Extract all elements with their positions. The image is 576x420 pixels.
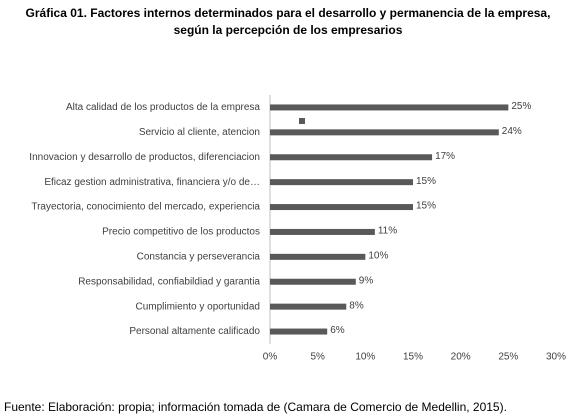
bar xyxy=(270,204,413,211)
y-tick-label: Eficaz gestion administrativa, financier… xyxy=(44,177,260,188)
value-label: 24% xyxy=(502,126,522,137)
value-label: 15% xyxy=(416,201,436,212)
y-tick-label: Precio competitivo de los productos xyxy=(102,227,260,238)
x-tick-label: 0% xyxy=(263,352,278,363)
x-tick-label: 5% xyxy=(310,352,325,363)
value-label: 11% xyxy=(378,226,397,237)
chart-title: Gráfica 01. Factores internos determinad… xyxy=(26,6,551,20)
x-tick-label: 20% xyxy=(451,352,471,363)
chart-subtitle: según la percepción de los empresarios xyxy=(174,23,403,37)
bar xyxy=(270,104,509,111)
value-label: 9% xyxy=(359,275,374,286)
y-tick-label: Trayectoria, conocimiento del mercado, e… xyxy=(31,202,260,213)
value-label: 25% xyxy=(511,101,531,112)
bar xyxy=(270,228,375,235)
bar xyxy=(270,129,499,136)
y-tick-label: Servicio al cliente, atencion xyxy=(139,127,260,138)
footer: Fuente: Elaboración: propia; información… xyxy=(4,400,507,414)
value-label: 10% xyxy=(368,250,388,261)
value-label: 15% xyxy=(416,176,436,187)
y-tick-label: Innovacion y desarrollo de productos, di… xyxy=(29,152,260,163)
bar xyxy=(270,303,347,310)
y-tick-label: Constancia y perseverancia xyxy=(137,251,261,262)
value-label: 6% xyxy=(330,325,345,336)
x-tick-label: 30% xyxy=(546,352,566,363)
y-tick-label: Alta calidad de los productos de la empr… xyxy=(66,102,260,113)
bar xyxy=(270,154,433,161)
bar xyxy=(270,328,328,335)
x-tick-label: 15% xyxy=(403,352,423,363)
value-label: 8% xyxy=(349,300,364,311)
x-tick-label: 25% xyxy=(498,352,518,363)
bar xyxy=(270,253,366,260)
y-tick-label: Cumplimiento y oportunidad xyxy=(135,301,260,312)
bar xyxy=(270,278,356,285)
bar xyxy=(270,179,413,186)
y-tick-label: Personal altamente calificado xyxy=(129,326,260,337)
y-tick-label: Responsabilidad, confiabildiad y garanti… xyxy=(78,276,260,287)
stray-marker xyxy=(299,118,305,124)
x-tick-label: 10% xyxy=(355,352,375,363)
value-label: 17% xyxy=(435,151,455,162)
